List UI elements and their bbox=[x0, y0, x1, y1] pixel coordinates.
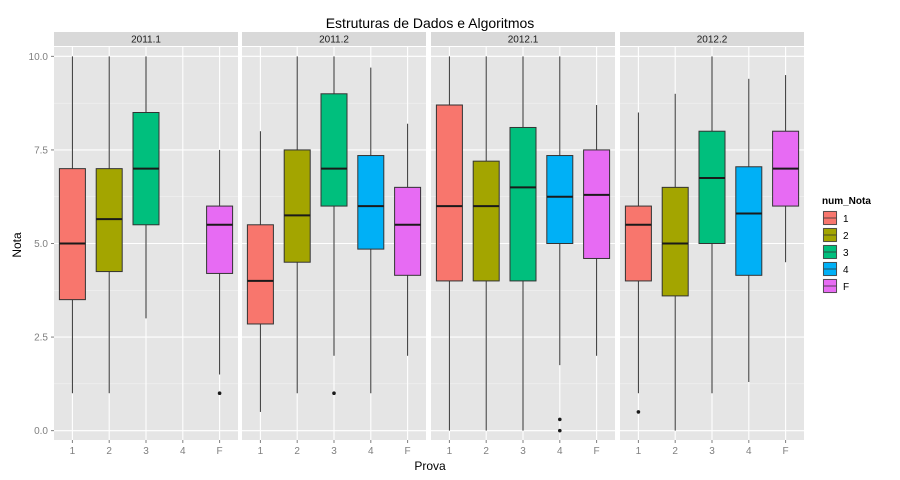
legend-entry: 4 bbox=[821, 260, 849, 278]
legend-entry: F bbox=[821, 277, 849, 295]
box-1 bbox=[246, 131, 274, 412]
box-body bbox=[206, 205, 234, 274]
box-body bbox=[472, 160, 500, 282]
x-tick-label: 2 bbox=[106, 446, 112, 457]
y-tick-label: 5.0 bbox=[34, 239, 48, 250]
legend-label: 2 bbox=[843, 231, 849, 242]
box-body bbox=[394, 186, 422, 276]
x-tick-label: F bbox=[594, 446, 600, 457]
x-tick-label: 3 bbox=[520, 446, 526, 457]
chart-title: Estruturas de Dados e Algoritmos bbox=[326, 15, 535, 31]
box-F bbox=[583, 105, 611, 356]
box-body bbox=[735, 166, 763, 276]
x-tick-label: 3 bbox=[331, 446, 337, 457]
y-axis-title: Nota bbox=[10, 232, 24, 258]
box-3 bbox=[132, 56, 160, 319]
outlier-point bbox=[636, 410, 641, 414]
y-axis: 0.0 2.5 5.0 7.5 10.0 bbox=[29, 52, 54, 437]
box-2 bbox=[661, 93, 689, 431]
x-tick-label: 1 bbox=[258, 446, 264, 457]
outlier-point bbox=[217, 391, 222, 396]
box-body bbox=[698, 130, 726, 244]
outlier-point bbox=[558, 417, 562, 422]
x-tick-label: 4 bbox=[368, 446, 374, 457]
legend-entry: 2 bbox=[821, 226, 849, 244]
box-body bbox=[58, 168, 86, 301]
x-axis-title: Prova bbox=[414, 459, 446, 473]
box-3 bbox=[509, 56, 537, 431]
facet-strip bbox=[620, 32, 804, 46]
legend-entry: 3 bbox=[821, 243, 849, 261]
box-1 bbox=[435, 56, 463, 431]
box-body bbox=[357, 155, 385, 250]
y-tick-label: 10.0 bbox=[29, 52, 49, 63]
legend-label: 1 bbox=[843, 214, 849, 225]
box-2 bbox=[472, 56, 500, 431]
box-2 bbox=[95, 56, 123, 394]
box-body bbox=[246, 224, 274, 325]
x-tick-label: 1 bbox=[636, 446, 642, 457]
x-tick-label: 2 bbox=[483, 446, 489, 457]
box-F bbox=[206, 149, 234, 396]
x-tick-label: 2 bbox=[672, 446, 678, 457]
box-2 bbox=[283, 56, 311, 394]
box-4 bbox=[357, 67, 385, 394]
x-tick-label: F bbox=[405, 446, 411, 457]
facet-strip bbox=[242, 32, 426, 46]
facet-strip-label: 2012.1 bbox=[508, 35, 539, 46]
box-4 bbox=[546, 56, 574, 433]
box-body bbox=[509, 126, 537, 282]
box-body bbox=[435, 104, 463, 282]
box-body bbox=[624, 205, 652, 282]
x-tick-label: 1 bbox=[447, 446, 453, 457]
legend-label: 3 bbox=[843, 248, 849, 259]
x-tick-label: 4 bbox=[746, 446, 752, 457]
outlier-point bbox=[332, 391, 336, 396]
x-tick-label: 2 bbox=[294, 446, 300, 457]
box-3 bbox=[320, 56, 348, 396]
x-tick-label: 4 bbox=[180, 446, 186, 457]
x-tick-label: 1 bbox=[70, 446, 76, 457]
box-body bbox=[283, 149, 311, 263]
x-tick-label: 3 bbox=[709, 446, 715, 457]
facet-strip-label: 2011.2 bbox=[319, 35, 349, 46]
outlier-point bbox=[558, 428, 562, 433]
facet-panels: 2011.1 1 2 3 4 F 2011.2 1 2 3 4 F 2012.1 1 2 3 4 F 2012.2 1… bbox=[54, 32, 804, 457]
legend-label: 4 bbox=[843, 265, 849, 276]
facet-panel: 2012.1 1 2 3 4 F bbox=[431, 32, 615, 457]
box-3 bbox=[698, 56, 726, 394]
x-tick-label: F bbox=[217, 446, 223, 457]
facet-strip bbox=[431, 32, 615, 46]
box-body bbox=[320, 93, 348, 207]
x-tick-label: 4 bbox=[557, 446, 563, 457]
facet-strip bbox=[54, 32, 238, 46]
box-4 bbox=[735, 78, 763, 382]
y-tick-label: 2.5 bbox=[34, 333, 48, 344]
box-1 bbox=[58, 56, 86, 394]
legend-label: F bbox=[843, 282, 849, 293]
facet-panel: 2011.2 1 2 3 4 F bbox=[242, 32, 426, 457]
facet-strip-label: 2011.1 bbox=[131, 35, 161, 46]
facet-panel: 2011.1 1 2 3 4 F bbox=[54, 32, 238, 457]
box-body bbox=[546, 155, 574, 245]
legend: num_Nota 1 2 3 4 F bbox=[821, 196, 871, 295]
legend-entry: 1 bbox=[821, 209, 849, 227]
y-tick-label: 0.0 bbox=[34, 426, 48, 437]
y-tick-label: 7.5 bbox=[34, 145, 48, 156]
facet-panel: 2012.2 1 2 3 4 F bbox=[620, 32, 804, 457]
box-body bbox=[583, 149, 611, 259]
x-tick-label: F bbox=[783, 446, 789, 457]
facet-strip-label: 2012.2 bbox=[697, 35, 728, 46]
x-tick-label: 3 bbox=[143, 446, 149, 457]
legend-title: num_Nota bbox=[822, 196, 871, 207]
box-F bbox=[772, 75, 800, 263]
box-F bbox=[394, 123, 422, 356]
box-1 bbox=[624, 112, 652, 414]
box-body bbox=[661, 186, 689, 297]
